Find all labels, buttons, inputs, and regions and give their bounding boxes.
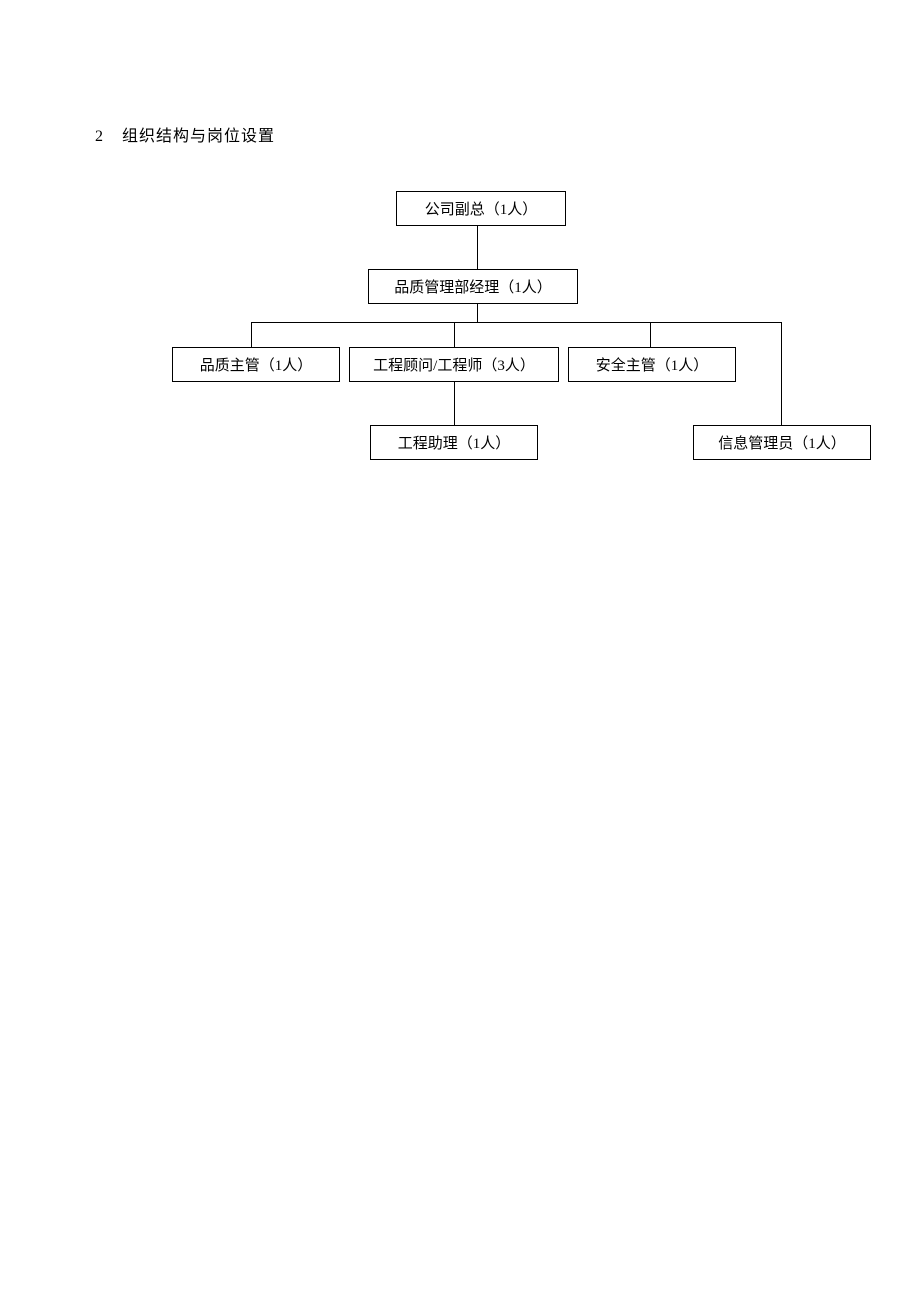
org-edge bbox=[251, 322, 781, 323]
org-node-safe_sup: 安全主管（1人） bbox=[568, 347, 736, 382]
org-edge bbox=[454, 382, 455, 425]
org-node-vp: 公司副总（1人） bbox=[396, 191, 566, 226]
heading-number: 2 bbox=[95, 128, 104, 146]
org-node-q_sup: 品质主管（1人） bbox=[172, 347, 340, 382]
org-node-info_mgr: 信息管理员（1人） bbox=[693, 425, 871, 460]
heading-title: 组织结构与岗位设置 bbox=[122, 128, 275, 145]
org-edge bbox=[477, 226, 478, 269]
org-node-eng: 工程顾问/工程师（3人） bbox=[349, 347, 559, 382]
org-node-eng_asst: 工程助理（1人） bbox=[370, 425, 538, 460]
org-edge bbox=[650, 322, 651, 347]
section-heading: 2 组织结构与岗位设置 bbox=[95, 122, 275, 146]
org-edge bbox=[477, 304, 478, 322]
org-node-qm_mgr: 品质管理部经理（1人） bbox=[368, 269, 578, 304]
org-edge bbox=[251, 322, 252, 347]
org-edge bbox=[454, 322, 455, 347]
org-edge bbox=[781, 322, 782, 425]
